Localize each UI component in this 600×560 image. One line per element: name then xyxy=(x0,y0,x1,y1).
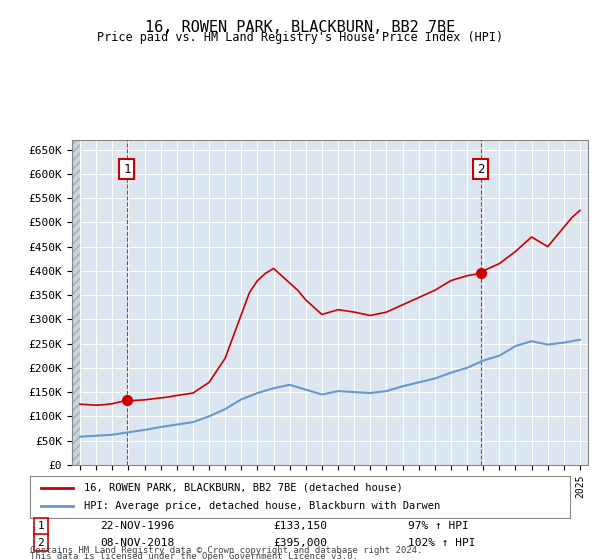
Text: 1: 1 xyxy=(123,162,131,176)
Text: £133,150: £133,150 xyxy=(273,521,327,531)
Text: 16, ROWEN PARK, BLACKBURN, BB2 7BE (detached house): 16, ROWEN PARK, BLACKBURN, BB2 7BE (deta… xyxy=(84,483,403,493)
Text: This data is licensed under the Open Government Licence v3.0.: This data is licensed under the Open Gov… xyxy=(30,552,358,560)
Text: 1: 1 xyxy=(37,521,44,531)
Text: £395,000: £395,000 xyxy=(273,538,327,548)
Text: 22-NOV-1996: 22-NOV-1996 xyxy=(100,521,175,531)
Bar xyxy=(72,140,80,465)
Text: Contains HM Land Registry data © Crown copyright and database right 2024.: Contains HM Land Registry data © Crown c… xyxy=(30,547,422,556)
Text: HPI: Average price, detached house, Blackburn with Darwen: HPI: Average price, detached house, Blac… xyxy=(84,501,440,511)
Text: 97% ↑ HPI: 97% ↑ HPI xyxy=(408,521,469,531)
Text: 2: 2 xyxy=(37,538,44,548)
Text: Price paid vs. HM Land Registry's House Price Index (HPI): Price paid vs. HM Land Registry's House … xyxy=(97,31,503,44)
Text: 16, ROWEN PARK, BLACKBURN, BB2 7BE: 16, ROWEN PARK, BLACKBURN, BB2 7BE xyxy=(145,20,455,35)
Text: 102% ↑ HPI: 102% ↑ HPI xyxy=(408,538,476,548)
Text: 08-NOV-2018: 08-NOV-2018 xyxy=(100,538,175,548)
Text: 2: 2 xyxy=(477,162,485,176)
